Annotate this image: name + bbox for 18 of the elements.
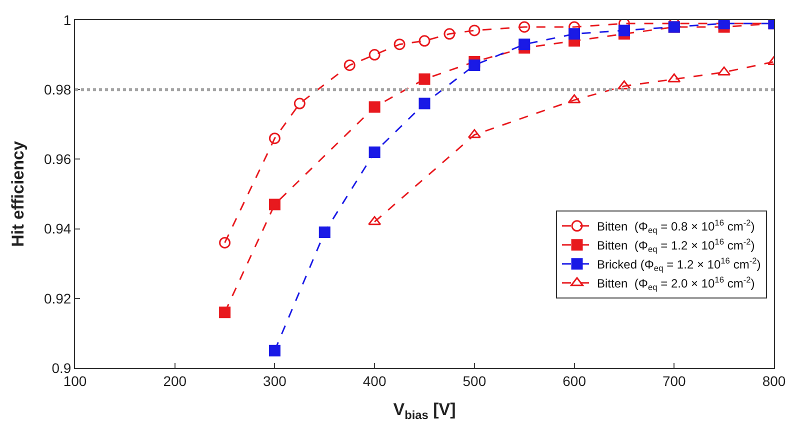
y-axis-title: Hit efficiency <box>8 140 28 247</box>
x-tick-label: 600 <box>562 372 586 389</box>
x-tick-label: 800 <box>762 372 786 389</box>
legend-label: Bitten (Φ$_{eq}$ = 0.8 × 10$^{16}$ cm$^{-2}$) <box>597 218 755 236</box>
y-tick-label: 0.98 <box>44 82 72 98</box>
y-tick-label: 0.94 <box>44 220 72 237</box>
x-tick-label: 300 <box>263 372 287 389</box>
legend-label: Bricked (Φ$_{eq}$ = 1.2 × 10$^{16}$ cm$^{-2}$) <box>597 256 761 274</box>
x-tick-label: 200 <box>163 372 187 389</box>
x-tick-label: 500 <box>462 372 486 389</box>
y-tick-label: 0.92 <box>44 290 72 306</box>
y-tick-label: 0.96 <box>44 151 72 168</box>
x-axis-title: V$_{bias}$ [V] <box>393 400 456 422</box>
x-tick-label: 700 <box>662 372 686 389</box>
legend-label: Bitten (Φ$_{eq}$ = 1.2 × 10$^{16}$ cm$^{-2}$) <box>597 236 755 254</box>
x-tick-label: 400 <box>362 372 386 389</box>
legend-label: Bitten (Φ$_{eq}$ = 2.0 × 10$^{16}$ cm$^{-2}$) <box>597 274 755 292</box>
y-tick-label: 1 <box>63 12 72 28</box>
